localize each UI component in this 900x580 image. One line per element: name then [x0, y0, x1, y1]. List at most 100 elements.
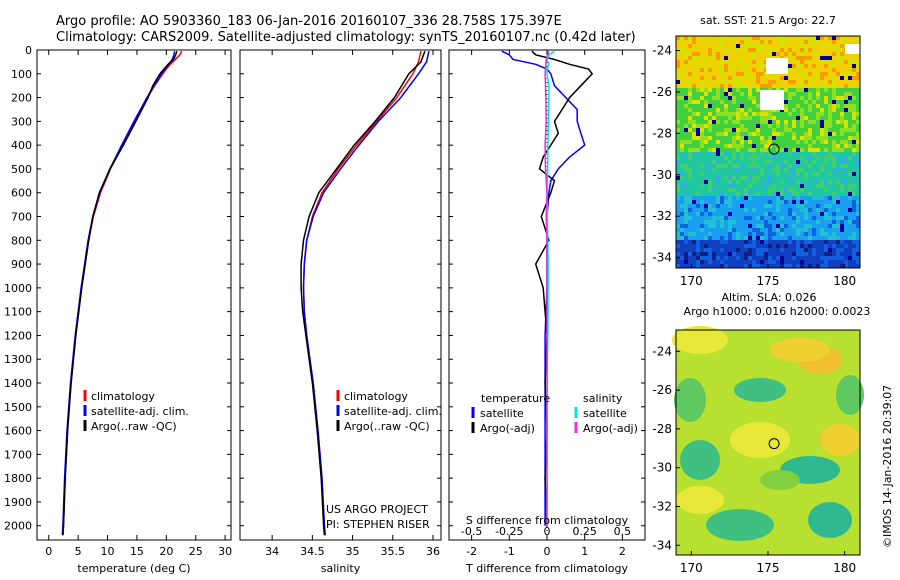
sst-cell — [704, 88, 708, 92]
sst-cell — [744, 60, 748, 64]
sst-cell — [736, 112, 740, 116]
sst-cell — [812, 144, 816, 148]
sst-cell — [812, 68, 816, 72]
sst-cell — [736, 232, 740, 236]
sst-cell — [788, 236, 792, 240]
sst-cell — [700, 124, 704, 128]
sst-cell — [788, 248, 792, 252]
sst-cell — [788, 176, 792, 180]
sst-cell — [792, 224, 796, 228]
sst-cell — [784, 196, 788, 200]
sst-cell — [844, 172, 848, 176]
sst-cell — [816, 264, 820, 268]
sst-cell — [844, 248, 848, 252]
sst-cell — [816, 40, 820, 44]
sst-cell — [752, 104, 756, 108]
sst-cell — [736, 180, 740, 184]
sst-cell — [832, 96, 836, 100]
sst-cell — [756, 72, 760, 76]
sst-cell — [724, 236, 728, 240]
sst-cell — [840, 192, 844, 196]
sst-cell — [728, 192, 732, 196]
sst-cell — [680, 128, 684, 132]
sst-cell — [852, 136, 856, 140]
sst-cell — [752, 220, 756, 224]
sst-cell — [836, 144, 840, 148]
sst-cell — [696, 96, 700, 100]
sst-cell — [688, 64, 692, 68]
sst-cell — [828, 156, 832, 160]
sst-cell — [692, 212, 696, 216]
sst-cell — [808, 248, 812, 252]
sst-cell — [828, 224, 832, 228]
sst-cell — [820, 196, 824, 200]
sst-cell — [688, 220, 692, 224]
x-tick-label: 34.5 — [300, 545, 325, 558]
sst-cell — [732, 36, 736, 40]
sst-cell — [684, 168, 688, 172]
sst-cell — [824, 100, 828, 104]
sst-cell — [828, 148, 832, 152]
sst-cell — [716, 204, 720, 208]
sst-cell — [720, 208, 724, 212]
sst-cell — [772, 48, 776, 52]
sst-cell — [680, 192, 684, 196]
sst-cell — [808, 48, 812, 52]
sst-cell — [772, 160, 776, 164]
sst-cell — [792, 60, 796, 64]
sst-cell — [728, 36, 732, 40]
sst-cell — [768, 164, 772, 168]
sla-anomaly — [676, 486, 724, 514]
sst-cell — [708, 220, 712, 224]
sst-cell — [728, 168, 732, 172]
sst-cell — [784, 252, 788, 256]
sst-cell — [708, 180, 712, 184]
sst-cell — [776, 40, 780, 44]
sst-cell — [768, 252, 772, 256]
sst-cell — [692, 228, 696, 232]
sst-cell — [740, 248, 744, 252]
sst-cell — [836, 240, 840, 244]
sst-cell — [812, 152, 816, 156]
sst-cell — [780, 76, 784, 80]
sst-cell — [800, 144, 804, 148]
sst-cell — [856, 84, 860, 88]
sst-cell — [828, 208, 832, 212]
sst-cell — [720, 128, 724, 132]
sst-cell — [732, 164, 736, 168]
sst-cell — [776, 256, 780, 260]
sst-cell — [736, 224, 740, 228]
sst-cell — [816, 60, 820, 64]
sst-cell — [768, 260, 772, 264]
sst-cell — [832, 144, 836, 148]
sst-cell — [808, 144, 812, 148]
sst-cell — [820, 100, 824, 104]
sst-cell — [772, 116, 776, 120]
sst-cell — [800, 192, 804, 196]
sst-cell — [824, 212, 828, 216]
sst-cell — [692, 164, 696, 168]
sst-cell — [700, 224, 704, 228]
sst-cell — [848, 88, 852, 92]
sst-cell — [840, 52, 844, 56]
sst-cell — [700, 244, 704, 248]
sst-cell — [692, 36, 696, 40]
sst-cell — [776, 84, 780, 88]
sst-cell — [700, 92, 704, 96]
sst-cell — [724, 64, 728, 68]
sst-cell — [856, 228, 860, 232]
sst-cell — [720, 140, 724, 144]
sst-cell — [780, 136, 784, 140]
sst-cell — [836, 80, 840, 84]
sst-cell — [828, 252, 832, 256]
sst-cell — [696, 40, 700, 44]
sst-cell — [788, 224, 792, 228]
sst-cell — [684, 160, 688, 164]
sst-cell — [816, 100, 820, 104]
sst-cell — [800, 216, 804, 220]
sst-cell — [712, 128, 716, 132]
sst-cell — [824, 36, 828, 40]
sst-cell — [840, 88, 844, 92]
sst-cell — [848, 104, 852, 108]
